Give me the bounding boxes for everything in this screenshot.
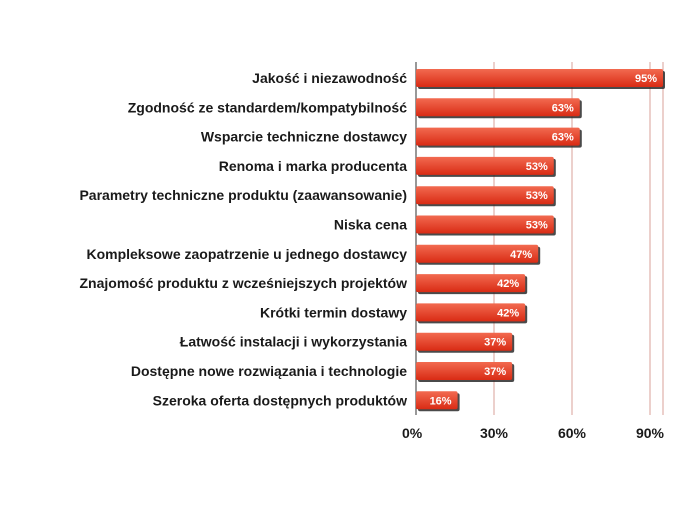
grid-lines <box>415 62 664 415</box>
category-label: Kompleksowe zaopatrzenie u jednego dosta… <box>86 246 407 262</box>
bar <box>416 98 580 117</box>
category-label: Parametry techniczne produktu (zaawansow… <box>79 187 407 203</box>
bar <box>416 156 554 175</box>
bar-group: 42% <box>416 274 528 295</box>
category-label: Szeroka oferta dostępnych produktów <box>153 392 407 408</box>
bars: 95% 63% 63% 53% 53% 53% 47% 42% 42% 37% 37% 16% <box>416 69 665 412</box>
bar-group: 63% <box>416 98 582 119</box>
bar-group: 63% <box>416 127 582 148</box>
bar <box>416 127 580 146</box>
bar <box>416 274 526 293</box>
bar-group: 42% <box>416 303 528 324</box>
bar-group: 53% <box>416 186 556 207</box>
bar <box>416 186 554 205</box>
data-label: 37% <box>484 337 506 349</box>
bar <box>416 244 539 263</box>
bar <box>416 215 554 234</box>
category-label: Dostępne nowe rozwiązania i technologie <box>131 363 407 379</box>
data-label: 63% <box>552 132 574 144</box>
data-label: 47% <box>510 249 532 261</box>
category-label: Renoma i marka producenta <box>219 158 407 174</box>
data-label: 95% <box>635 73 657 85</box>
category-label: Znajomość produktu z wcześniejszych proj… <box>79 275 407 291</box>
data-label: 63% <box>552 102 574 114</box>
category-label: Wsparcie techniczne dostawcy <box>201 129 407 145</box>
bar-group: 16% <box>416 391 460 412</box>
bar <box>416 69 663 87</box>
data-label: 53% <box>526 161 548 173</box>
bar-group: 37% <box>416 362 515 382</box>
data-label: 16% <box>430 395 452 407</box>
data-label: 53% <box>526 220 548 232</box>
x-tick-label: 90% <box>636 425 665 441</box>
bar-group: 53% <box>416 215 556 236</box>
x-tick-label: 60% <box>558 425 587 441</box>
category-label: Zgodność ze standardem/kompatybilność <box>128 99 407 115</box>
x-tick-label: 0% <box>402 425 423 441</box>
category-label: Niska cena <box>334 217 407 233</box>
category-label: Łatwość instalacji i wykorzystania <box>180 334 407 350</box>
bar <box>416 332 513 351</box>
x-tick-label: 30% <box>480 425 509 441</box>
bar <box>416 391 458 410</box>
bar <box>416 362 513 380</box>
data-label: 42% <box>497 278 519 290</box>
category-label: Jakość i niezawodność <box>252 70 407 86</box>
bar <box>416 303 526 322</box>
x-axis-ticks: 0% 30% 60% 90% <box>402 425 665 441</box>
bar-group: 53% <box>416 156 556 177</box>
data-label: 37% <box>484 366 506 378</box>
data-label: 53% <box>526 190 548 202</box>
data-label: 42% <box>497 307 519 319</box>
bar-group: 37% <box>416 332 515 353</box>
bar-group: 47% <box>416 244 541 265</box>
category-label: Krótki termin dostawy <box>260 304 407 320</box>
category-labels: Jakość i niezawodność Zgodność ze standar… <box>79 70 407 408</box>
bar-group: 95% <box>416 69 665 89</box>
